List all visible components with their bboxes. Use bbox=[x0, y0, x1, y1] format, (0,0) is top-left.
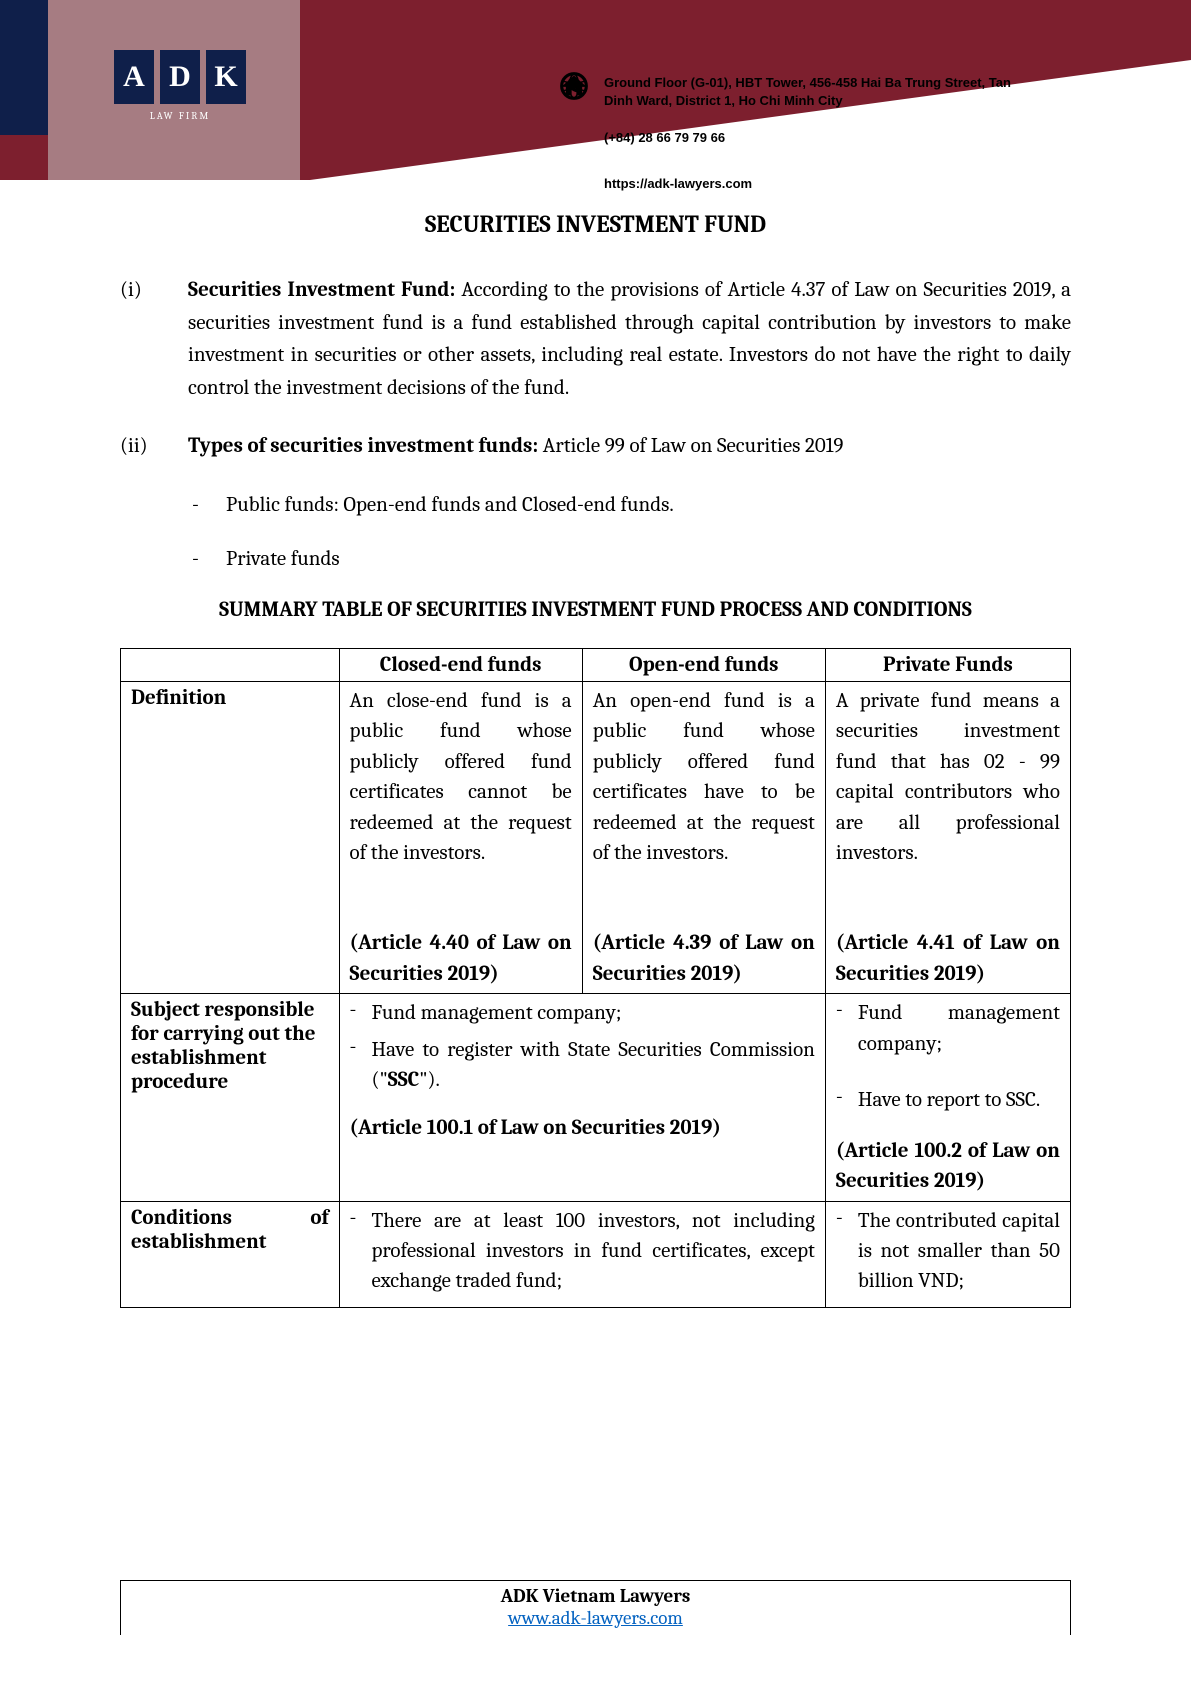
cell-bullet-text: Have to register with State Securities C… bbox=[372, 1035, 815, 1096]
page-footer: ADK Vietnam Lawyers www.adk-lawyers.com bbox=[120, 1580, 1071, 1635]
cell-public-conditions: - There are at least 100 investors, not … bbox=[339, 1201, 825, 1307]
paragraph-ii: (ii) Types of securities investment fund… bbox=[120, 430, 1071, 463]
logo-letter-a: A bbox=[114, 50, 154, 104]
para-text: Article 99 of Law on Securities 2019 bbox=[538, 434, 843, 458]
para-marker: (ii) bbox=[120, 430, 164, 463]
cell-ref: (Article 4.40 of Law on Securities 2019) bbox=[350, 928, 572, 989]
cell-ref: (Article 4.41 of Law on Securities 2019) bbox=[836, 928, 1060, 989]
cell-ref: (Article 4.39 of Law on Securities 2019) bbox=[593, 928, 815, 989]
cell-bullet: - Fund management company; bbox=[836, 998, 1060, 1059]
page-content: SECURITIES INVESTMENT FUND (i) Securitie… bbox=[0, 210, 1191, 1308]
cell-text: An close-end fund is a public fund whose… bbox=[350, 686, 572, 869]
bullet-dash: - bbox=[192, 489, 208, 522]
contact-website: https://adk-lawyers.com bbox=[604, 173, 752, 193]
contact-address: Ground Floor (G-01), HBT Tower, 456-458 … bbox=[604, 72, 1024, 109]
para-body: Types of securities investment funds: Ar… bbox=[188, 430, 1071, 463]
table-header-row: Closed-end funds Open-end funds Private … bbox=[121, 648, 1071, 681]
cell-open-definition: An open-end fund is a public fund whose … bbox=[582, 681, 825, 994]
bullet-text: Private funds bbox=[226, 543, 340, 576]
cell-text: An open-end fund is a public fund whose … bbox=[593, 686, 815, 869]
bullet-text: Public funds: Open-end funds and Closed-… bbox=[226, 489, 674, 522]
cell-closed-definition: An close-end fund is a public fund whose… bbox=[339, 681, 582, 994]
para-marker: (i) bbox=[120, 274, 164, 404]
footer-name: ADK Vietnam Lawyers bbox=[121, 1585, 1070, 1607]
cell-bullet: - Have to register with State Securities… bbox=[350, 1035, 815, 1096]
row-label: Definition bbox=[121, 681, 340, 994]
logo-letters: A D K bbox=[100, 50, 260, 104]
row-label: Conditions of establishment bbox=[121, 1201, 340, 1307]
paragraph-i: (i) Securities Investment Fund: Accordin… bbox=[120, 274, 1071, 404]
cell-private-subject: - Fund management company; - Have to rep… bbox=[825, 994, 1070, 1201]
table-row-conditions: Conditions of establishment - There are … bbox=[121, 1201, 1071, 1307]
table-header-blank bbox=[121, 648, 340, 681]
para-bold: Types of securities investment funds: bbox=[188, 434, 538, 458]
para-body: Securities Investment Fund: According to… bbox=[188, 274, 1071, 404]
footer-link: www.adk-lawyers.com bbox=[121, 1607, 1070, 1629]
table-header-closed: Closed-end funds bbox=[339, 648, 582, 681]
table-header-private: Private Funds bbox=[825, 648, 1070, 681]
cell-bullet: - There are at least 100 investors, not … bbox=[350, 1206, 815, 1297]
table-header-open: Open-end funds bbox=[582, 648, 825, 681]
bullet-list: - Public funds: Open-end funds and Close… bbox=[192, 489, 1071, 576]
cell-bullet: - The contributed capital is not smaller… bbox=[836, 1206, 1060, 1297]
bullet-item: - Public funds: Open-end funds and Close… bbox=[192, 489, 1071, 522]
cell-ref: (Article 100.1 of Law on Securities 2019… bbox=[350, 1116, 815, 1140]
cell-bullet-text: The contributed capital is not smaller t… bbox=[858, 1206, 1060, 1297]
row-label-text: Conditions of establishment bbox=[131, 1206, 329, 1254]
contact-phone-row: (+84) 28 66 79 79 66 bbox=[560, 127, 1024, 155]
logo-subtitle: LAW FIRM bbox=[100, 110, 260, 122]
bullet-item: - Private funds bbox=[192, 543, 1071, 576]
row-label: Subject responsible for carrying out the… bbox=[121, 994, 340, 1201]
cell-private-definition: A private fund means a securities invest… bbox=[825, 681, 1070, 994]
table-row-subject: Subject responsible for carrying out the… bbox=[121, 994, 1071, 1201]
logo: A D K LAW FIRM bbox=[100, 50, 260, 122]
cell-text: A private fund means a securities invest… bbox=[836, 686, 1060, 869]
logo-letter-d: D bbox=[160, 50, 200, 104]
cell-public-subject: - Fund management company; - Have to reg… bbox=[339, 994, 825, 1201]
table-row-definition: Definition An close-end fund is a public… bbox=[121, 681, 1071, 994]
cell-private-conditions: - The contributed capital is not smaller… bbox=[825, 1201, 1070, 1307]
phone-icon bbox=[560, 127, 588, 155]
cell-bullet: - Have to report to SSC. bbox=[836, 1085, 1060, 1115]
contact-block: Ground Floor (G-01), HBT Tower, 456-458 … bbox=[560, 72, 1024, 219]
cell-ref: (Article 100.2 of Law on Securities 2019… bbox=[836, 1136, 1060, 1197]
table-section-title: SUMMARY TABLE OF SECURITIES INVESTMENT F… bbox=[120, 598, 1071, 622]
globe-icon bbox=[560, 173, 588, 201]
t-b: SSC bbox=[388, 1068, 419, 1092]
page-header: A D K LAW FIRM Ground Floor (G-01), HBT … bbox=[0, 0, 1191, 200]
summary-table: Closed-end funds Open-end funds Private … bbox=[120, 648, 1071, 1308]
cell-bullet-text: Have to report to SSC. bbox=[858, 1085, 1060, 1115]
contact-address-row: Ground Floor (G-01), HBT Tower, 456-458 … bbox=[560, 72, 1024, 109]
t-c: "). bbox=[419, 1068, 440, 1092]
cell-bullet-text: Fund management company; bbox=[372, 998, 815, 1028]
bullet-dash: - bbox=[192, 543, 208, 576]
cell-bullet-text: There are at least 100 investors, not in… bbox=[372, 1206, 815, 1297]
logo-letter-k: K bbox=[206, 50, 246, 104]
contact-website-row: https://adk-lawyers.com bbox=[560, 173, 1024, 201]
cell-bullet: - Fund management company; bbox=[350, 998, 815, 1028]
cell-bullet-text: Fund management company; bbox=[858, 998, 1060, 1059]
contact-phone: (+84) 28 66 79 79 66 bbox=[604, 127, 725, 147]
para-bold: Securities Investment Fund: bbox=[188, 278, 455, 302]
